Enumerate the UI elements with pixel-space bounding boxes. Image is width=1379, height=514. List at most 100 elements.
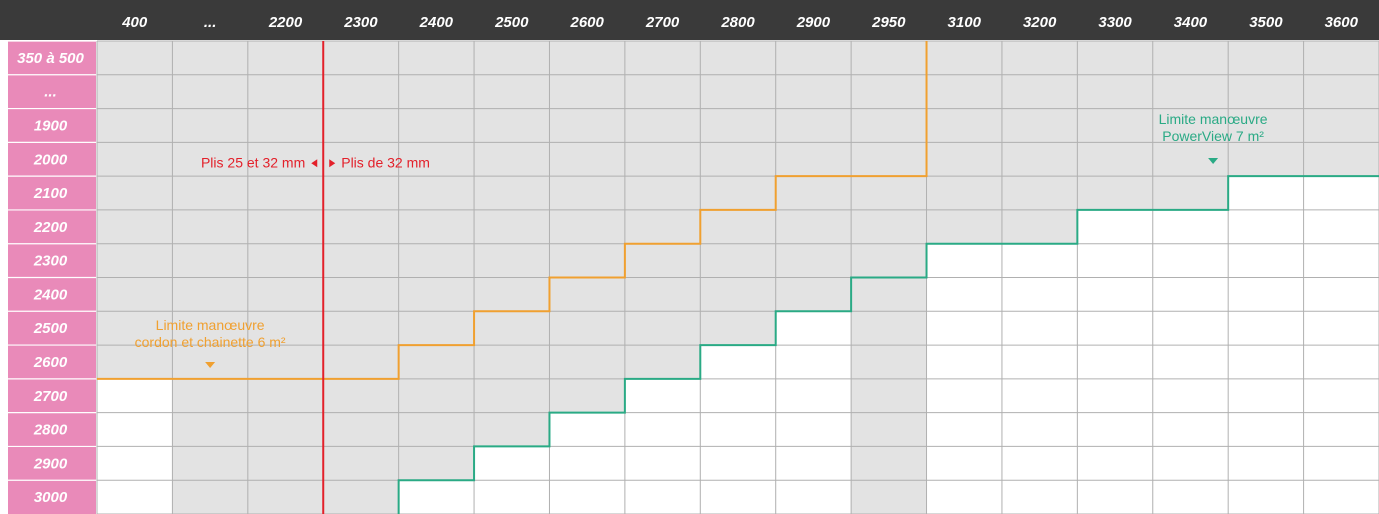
grid-cell (700, 412, 776, 447)
column-header-bar (0, 0, 1379, 40)
grid-cell (549, 74, 625, 109)
grid-cell (775, 345, 852, 379)
grid-cell (624, 311, 701, 346)
grid-cell (1303, 311, 1379, 346)
grid-cell (700, 345, 776, 379)
grid-cell (1077, 412, 1153, 447)
grid-cell (474, 41, 550, 75)
grid-cell (474, 311, 550, 346)
row-header-label: 2300 (33, 253, 68, 270)
grid-cell (1077, 176, 1153, 210)
grid-cell (97, 108, 173, 143)
grid-cell (1152, 176, 1229, 210)
grid-cell (926, 480, 1002, 514)
grid-cell (549, 108, 625, 143)
grid-cell (323, 176, 399, 210)
grid-cell (1228, 311, 1304, 346)
grid-cell (97, 41, 173, 75)
grid-cell (172, 480, 248, 514)
grid-cell (97, 480, 173, 514)
grid-cell (549, 243, 625, 278)
column-header-label: 2500 (494, 14, 529, 31)
grid-cell (323, 480, 399, 514)
grid-cell (1303, 412, 1379, 447)
grid-cell (172, 446, 248, 481)
grid-cell (624, 412, 701, 447)
grid-cell (700, 277, 776, 312)
grid-cell (474, 176, 550, 210)
column-header-label: 2300 (343, 14, 378, 31)
grid-cell (1001, 277, 1078, 312)
grid-cell (1303, 108, 1379, 143)
grid-cell (172, 108, 248, 143)
grid-cell (474, 142, 550, 177)
grid-cell (700, 209, 776, 244)
grid-cell (851, 412, 927, 447)
grid-cell (474, 74, 550, 109)
row-header-label: 2800 (33, 422, 68, 439)
grid-cell (775, 74, 852, 109)
grid-cell (172, 209, 248, 244)
grid-cell (323, 345, 399, 379)
grid-cell (97, 277, 173, 312)
grid-cell (775, 108, 852, 143)
grid-cell (926, 446, 1002, 481)
grid-cell (97, 345, 173, 379)
grid-cell (1001, 176, 1078, 210)
grid-cell (1303, 243, 1379, 278)
grid-cell (775, 41, 852, 75)
grid-cell (624, 41, 701, 75)
grid-cell (1152, 345, 1229, 379)
grid-cell (97, 142, 173, 177)
grid-cell (775, 176, 852, 210)
grid-cell (398, 209, 475, 244)
grid-cell (700, 108, 776, 143)
column-header-label: 2950 (871, 14, 906, 31)
grid-cell (172, 277, 248, 312)
grid-cell (549, 311, 625, 346)
grid-cell (247, 176, 324, 210)
grid-cell (926, 108, 1002, 143)
grid-cell (398, 108, 475, 143)
grid-cell (1228, 378, 1304, 413)
row-header-label: 3000 (34, 489, 68, 506)
grid-cell (775, 277, 852, 312)
grid-cell (97, 446, 173, 481)
grid-cell (398, 480, 475, 514)
orange-annotation-line2: cordon et chainette 6 m² (135, 334, 286, 350)
grid-cell (398, 277, 475, 312)
row-header-label: 2600 (33, 354, 68, 371)
grid-cell (700, 446, 776, 481)
green-annotation-line1: Limite manœuvre (1159, 111, 1268, 127)
grid-cell (97, 412, 173, 447)
grid-cell (851, 209, 927, 244)
column-header-label: 2700 (645, 14, 680, 31)
grid-cell (247, 446, 324, 481)
grid-cell (323, 74, 399, 109)
grid-cell (549, 412, 625, 447)
column-header-label: 3100 (948, 14, 982, 31)
grid-cell (1152, 209, 1229, 244)
grid-cell (97, 209, 173, 244)
grid-cell (1077, 243, 1153, 278)
grid-cell (1228, 108, 1304, 143)
grid-cell (926, 345, 1002, 379)
grid-cell (1228, 209, 1304, 244)
grid-cell (474, 277, 550, 312)
grid-cell (247, 311, 324, 346)
grid-cell (1303, 277, 1379, 312)
grid-cell (851, 176, 927, 210)
grid-cell (1228, 446, 1304, 481)
grid-cell (1303, 378, 1379, 413)
grid-cell (1077, 41, 1153, 75)
grid-cell (97, 243, 173, 278)
grid-cell (700, 142, 776, 177)
grid-cell (549, 176, 625, 210)
grid-cell (1001, 74, 1078, 109)
column-header-label: 2600 (569, 14, 604, 31)
grid-cell (247, 209, 324, 244)
column-header-label: 2400 (419, 14, 454, 31)
column-header-label: 3600 (1325, 14, 1359, 31)
grid-cell (1152, 243, 1229, 278)
grid-cell (474, 446, 550, 481)
